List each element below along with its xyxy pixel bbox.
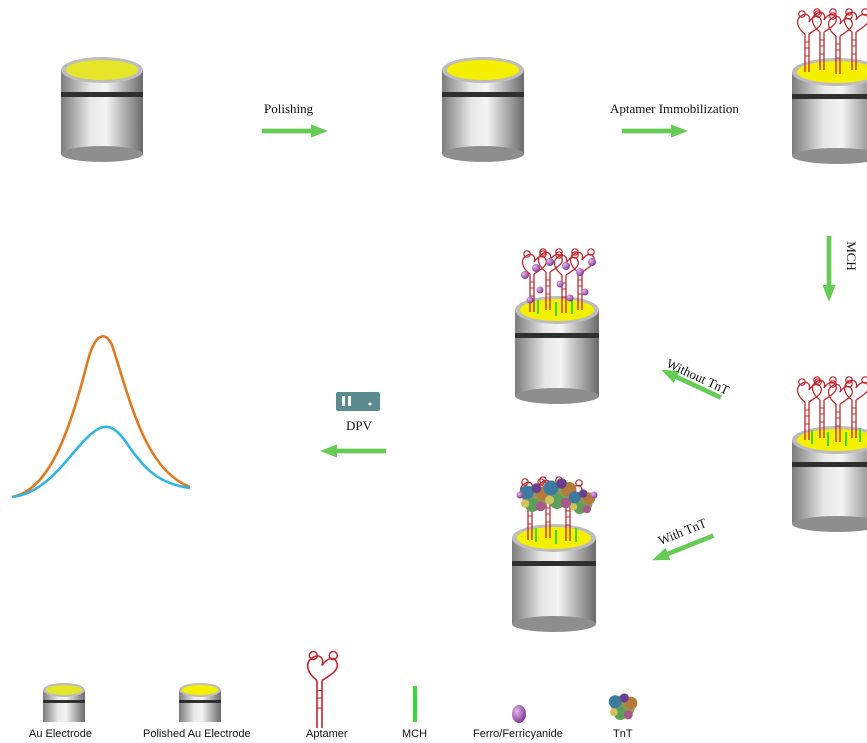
aptamer-arrow [622, 124, 688, 138]
polishing-arrow [262, 124, 328, 138]
aptamer-electrode-step3 [792, 8, 867, 164]
without-tnt-electrode [515, 248, 599, 404]
with-tnt-electrode [512, 476, 598, 632]
dpv-arrow [320, 444, 386, 458]
legend-ferro-icon [512, 705, 526, 723]
dpv-label: DPV [346, 418, 373, 433]
legend-polished-electrode-label: Polished Au Electrode [143, 728, 251, 740]
dpv-curve-high [11, 335, 191, 499]
aptamer-immobilization-label: Aptamer Immobilization [610, 101, 739, 116]
legend-polished-electrode-icon [179, 683, 221, 722]
legend-au-electrode-label: Au Electrode [29, 728, 92, 740]
legend-tnt-label: TnT [613, 728, 633, 740]
mch-arrow [822, 236, 836, 302]
mch-step-label: MCH [843, 241, 859, 271]
legend-aptamer-icon [306, 650, 339, 729]
legend-ferro-label: Ferro/Ferricyanide [473, 728, 563, 740]
legend-au-electrode-icon [43, 683, 85, 722]
dpv-curve-low [11, 425, 191, 499]
mch-electrode-step4 [792, 376, 867, 532]
legend-mch-label: MCH [402, 728, 428, 740]
au-electrode-step1 [61, 57, 143, 162]
legend-aptamer-label: Aptamer [306, 728, 348, 740]
potentiostat-icon [336, 392, 380, 411]
polished-electrode-step2 [442, 57, 524, 162]
legend-mch-icon [413, 686, 417, 722]
polishing-label: Polishing [264, 101, 314, 116]
legend-tnt-icon [608, 693, 638, 720]
